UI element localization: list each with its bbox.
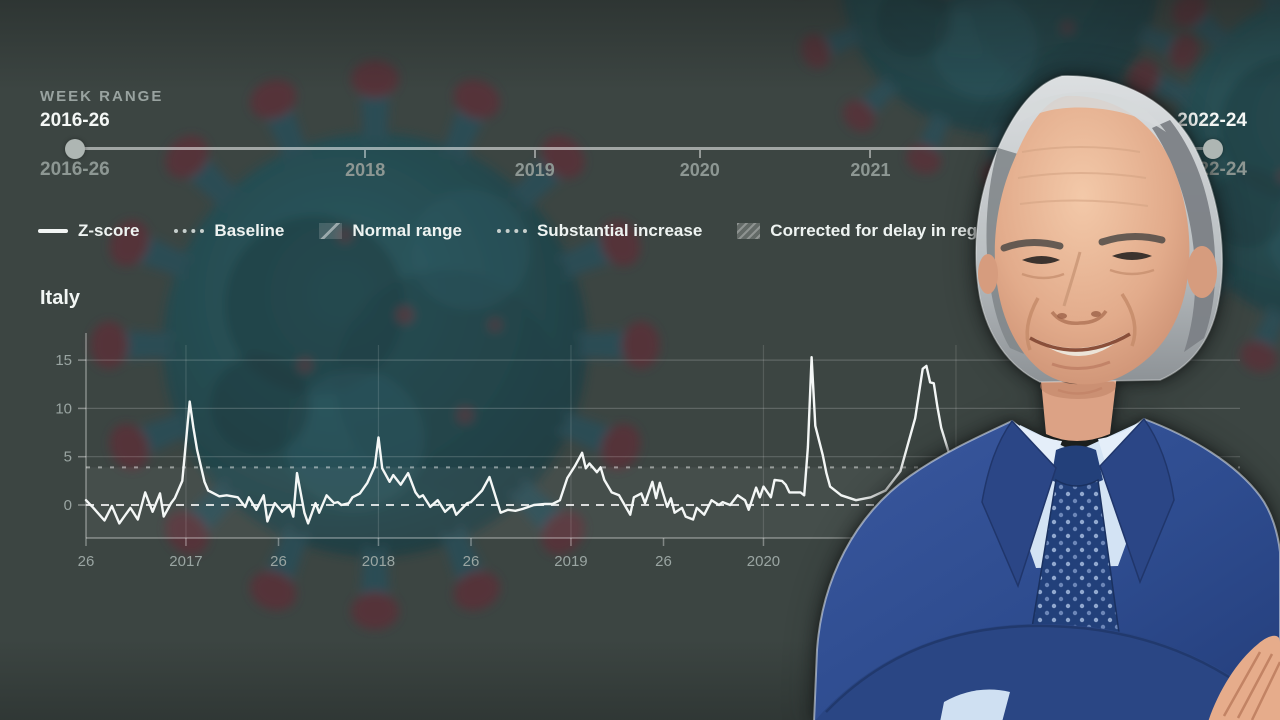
legend-swatch-hatched-box — [737, 223, 761, 239]
slider-tick-2019 — [533, 150, 536, 158]
legend-label: Normal range — [352, 221, 462, 240]
man-figure — [813, 75, 1280, 720]
ear-right — [1187, 246, 1217, 298]
forehead-lines — [1017, 146, 1149, 207]
legend-label: Z-score — [78, 221, 140, 240]
lapel-right — [1099, 417, 1175, 585]
eye-right — [1112, 252, 1152, 260]
range-end-value: 2022-24 — [1177, 110, 1247, 131]
legend-item-normal-range: Normal range — [319, 221, 462, 241]
slider-handle-start[interactable] — [65, 139, 85, 159]
legend-item-z-score: Z-score — [38, 221, 139, 241]
slider-tick-label-2018: 2018 — [345, 160, 386, 180]
slider-tick-2018 — [364, 150, 367, 158]
x-tick-label-2019-131: 2019 — [554, 553, 587, 570]
tie-knot — [1051, 445, 1103, 487]
zscore-line-z-score — [84, 356, 976, 525]
nose-base — [1050, 309, 1108, 326]
slider-tick-label-2019: 2019 — [514, 160, 555, 180]
y-tick-label-15: 15 — [55, 352, 72, 369]
eye-left — [1022, 256, 1060, 264]
nose-bridge — [1062, 251, 1082, 307]
vignette-top — [0, 0, 1280, 90]
slider-tick-label-2020: 2020 — [679, 160, 720, 180]
legend-swatch-dotted-line — [174, 229, 205, 233]
x-tick-label-26-0: 26 — [78, 553, 95, 570]
arm-fold-line — [825, 624, 1273, 713]
under-eye-lines — [1021, 268, 1155, 280]
x-tick-label-2017-27: 2017 — [169, 553, 202, 570]
legend-item-corrected-for-delay-in-registration: Corrected for delay in registration — [737, 221, 1044, 241]
slider-tick-2021 — [869, 150, 872, 158]
smile-line — [1029, 332, 1131, 352]
x-tick-label-26-156: 26 — [655, 553, 672, 570]
shirt-cuff — [940, 689, 1010, 720]
legend-label: Baseline — [214, 221, 285, 240]
x-tick-label-2018-79: 2018 — [362, 553, 395, 570]
eyebrow-right — [1098, 233, 1166, 246]
slider-tick-2020 — [698, 150, 701, 158]
legend-swatch-solid-line — [38, 229, 68, 233]
week-range-slider-track[interactable] — [75, 147, 1213, 150]
legend-label: Substantial increase — [536, 221, 703, 240]
crossed-arms — [815, 623, 1280, 720]
y-tick-label-0: 0 — [64, 497, 72, 514]
lapel-left — [981, 419, 1057, 589]
x-tick-label-26-104: 26 — [463, 553, 480, 570]
legend-item-baseline: Baseline — [174, 221, 284, 241]
ear-left — [978, 254, 998, 294]
finger-lines — [1222, 651, 1280, 720]
legend: Z-score Baseline Normal range Substantial i… — [38, 221, 1044, 241]
nasolabial-right — [1120, 293, 1137, 347]
chart-title: Italy — [40, 287, 81, 309]
nostril-right — [1091, 311, 1101, 317]
hair-dark-left — [986, 148, 1024, 354]
smile-teeth — [1034, 334, 1126, 357]
range-start-value: 2016-26 — [40, 110, 110, 131]
x-tick-label-2020-183: 2020 — [747, 553, 780, 570]
slider-handle-end[interactable] — [1203, 139, 1223, 159]
chin-crease — [1057, 386, 1103, 395]
legend-item-substantial-increase: Substantial increase — [496, 221, 703, 241]
range-start-tick-label: 2016-26 — [40, 159, 110, 180]
lower-lip — [1051, 360, 1111, 370]
slider-tick-label-2021: 2021 — [850, 160, 891, 180]
nasolabial-left — [1025, 297, 1040, 351]
hair-top-wisp — [1020, 91, 1166, 132]
x-tick-label-26-52: 26 — [270, 553, 287, 570]
legend-swatch-shaded-box — [319, 223, 343, 239]
eyebrow-left — [1000, 239, 1064, 252]
legend-swatch-dotted-line — [496, 229, 527, 233]
y-tick-label-5: 5 — [64, 449, 72, 466]
week-range-label: WEEK RANGE — [40, 88, 164, 105]
face — [994, 95, 1190, 385]
legend-label: Corrected for delay in registration — [770, 221, 1045, 240]
y-tick-label-10: 10 — [55, 400, 72, 417]
nostril-left — [1057, 313, 1067, 319]
